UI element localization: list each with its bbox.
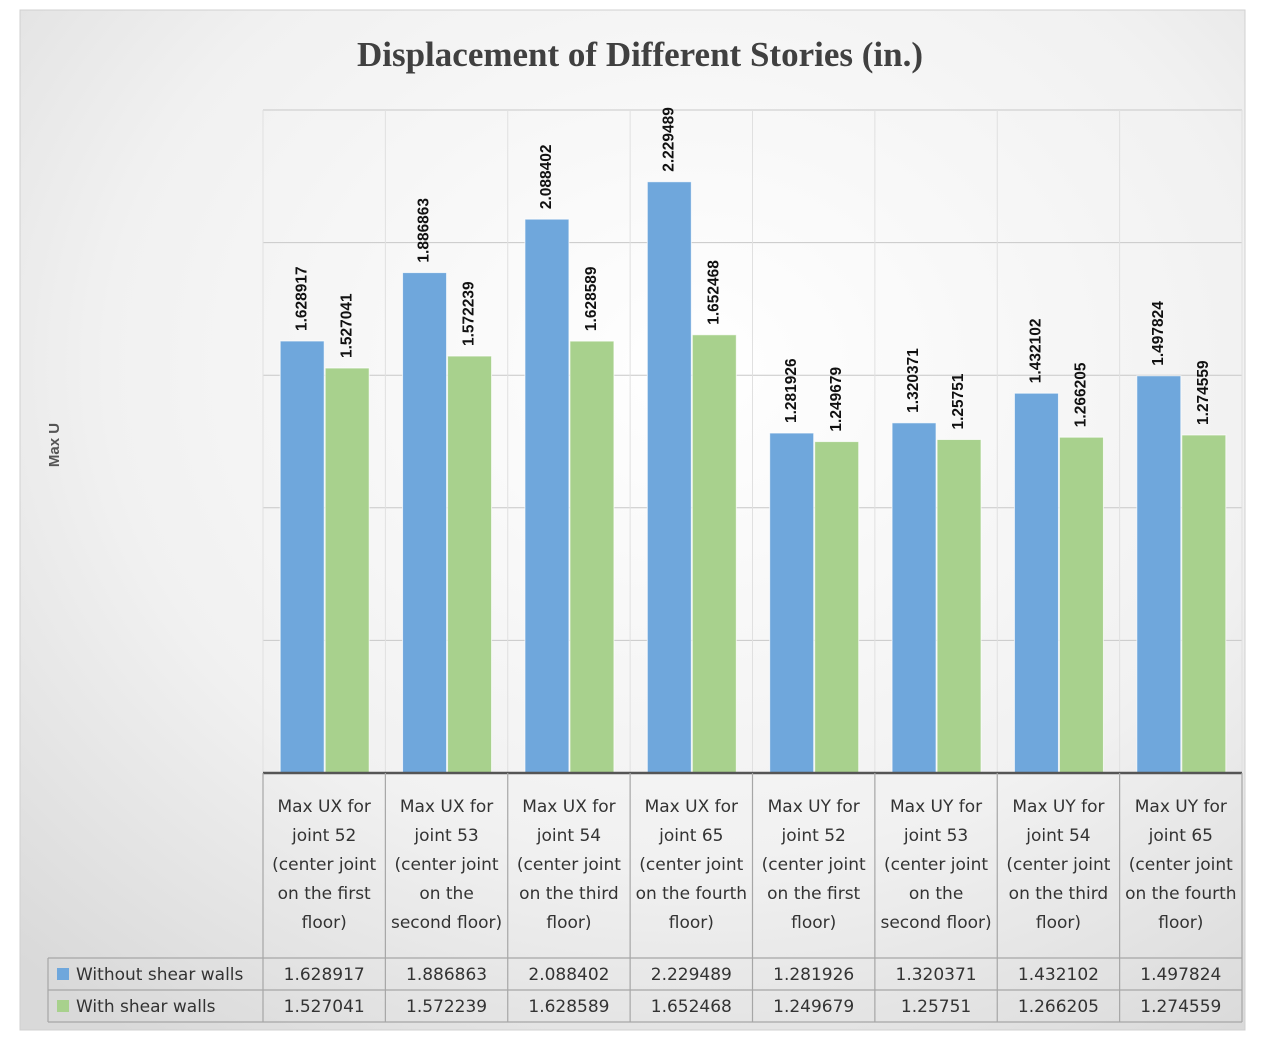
category-cell: Max UY for joint 54 (center joint on the… — [1006, 797, 1111, 933]
data-label: 1.628589 — [583, 266, 600, 331]
category-cell: Max UX for joint 52 (center joint on the… — [272, 797, 377, 933]
data-label: 1.497824 — [1150, 301, 1167, 366]
data-label: 1.527041 — [338, 293, 355, 358]
data-label: 1.320371 — [905, 348, 922, 413]
category-cell: Max UY for joint 53 (center joint on the… — [880, 797, 992, 933]
table-value: 1.572239 — [406, 997, 487, 1017]
bar — [447, 355, 493, 774]
x-tick-label: Max UY for joint 52 (center joint on the… — [761, 797, 866, 933]
bar — [1058, 436, 1104, 774]
table-value: 2.229489 — [651, 965, 732, 985]
data-label: 1.432102 — [1028, 319, 1045, 384]
category-cell: Max UX for joint 65 (center joint on the… — [635, 797, 748, 933]
bar — [1181, 434, 1227, 774]
legend-label: Without shear walls — [76, 965, 244, 985]
table-value: 1.432102 — [1018, 965, 1099, 985]
bar — [646, 181, 692, 774]
bar — [691, 334, 737, 774]
table-value: 1.527041 — [284, 997, 365, 1017]
bar — [814, 441, 860, 774]
chart-title: Displacement of Different Stories (in.) — [357, 35, 923, 74]
y-axis-title: Max U — [46, 423, 63, 467]
table-value: 1.652468 — [651, 997, 732, 1017]
bar — [524, 218, 570, 774]
x-tick-label: Max UX for joint 53 (center joint on the… — [390, 797, 503, 933]
bar — [279, 340, 325, 774]
table-value: 1.249679 — [773, 997, 854, 1017]
table-value: 2.088402 — [528, 965, 609, 985]
table-value: 1.266205 — [1018, 997, 1099, 1017]
category-cell: Max UX for joint 53 (center joint on the… — [390, 797, 503, 933]
data-label: 1.886863 — [416, 198, 433, 263]
legend-key — [57, 968, 69, 980]
x-tick-label: Max UY for joint 54 (center joint on the… — [1006, 797, 1111, 933]
table-value: 1.25751 — [901, 997, 971, 1017]
bar — [891, 422, 937, 774]
bar — [402, 272, 448, 774]
bar — [569, 340, 615, 774]
legend-label: With shear walls — [76, 997, 216, 1017]
data-label: 1.274559 — [1195, 360, 1212, 425]
data-label: 1.266205 — [1073, 362, 1090, 427]
x-tick-label: Max UY for joint 53 (center joint on the… — [880, 797, 992, 933]
category-cell: Max UY for joint 52 (center joint on the… — [761, 797, 866, 933]
x-tick-label: Max UX for joint 54 (center joint on the… — [516, 797, 621, 933]
table-value: 1.320371 — [896, 965, 977, 985]
table-value: 1.274559 — [1140, 997, 1221, 1017]
data-label: 1.628917 — [293, 266, 310, 331]
table-value: 1.628917 — [284, 965, 365, 985]
table-value: 1.628589 — [528, 997, 609, 1017]
table-value: 1.281926 — [773, 965, 854, 985]
data-label: 1.652468 — [705, 260, 722, 325]
table-value: 1.497824 — [1140, 965, 1221, 985]
legend-key — [57, 1000, 69, 1012]
data-label: 1.572239 — [461, 281, 478, 346]
bar — [1013, 392, 1059, 774]
data-label: 1.25751 — [950, 373, 967, 429]
data-label: 2.229489 — [660, 107, 677, 172]
data-label: 1.249679 — [828, 367, 845, 432]
data-label: 1.281926 — [783, 358, 800, 423]
bar — [1136, 375, 1182, 774]
bar — [324, 367, 370, 774]
x-tick-label: Max UX for joint 52 (center joint on the… — [272, 797, 377, 933]
x-tick-label: Max UX for joint 65 (center joint on the… — [635, 797, 748, 933]
data-label: 2.088402 — [538, 144, 555, 209]
bar — [936, 439, 982, 774]
category-cell: Max UY for joint 65 (center joint on the… — [1125, 797, 1237, 933]
category-cell: Max UX for joint 54 (center joint on the… — [516, 797, 621, 933]
table-value: 1.886863 — [406, 965, 487, 985]
bar — [769, 432, 815, 774]
x-tick-label: Max UY for joint 65 (center joint on the… — [1125, 797, 1237, 933]
